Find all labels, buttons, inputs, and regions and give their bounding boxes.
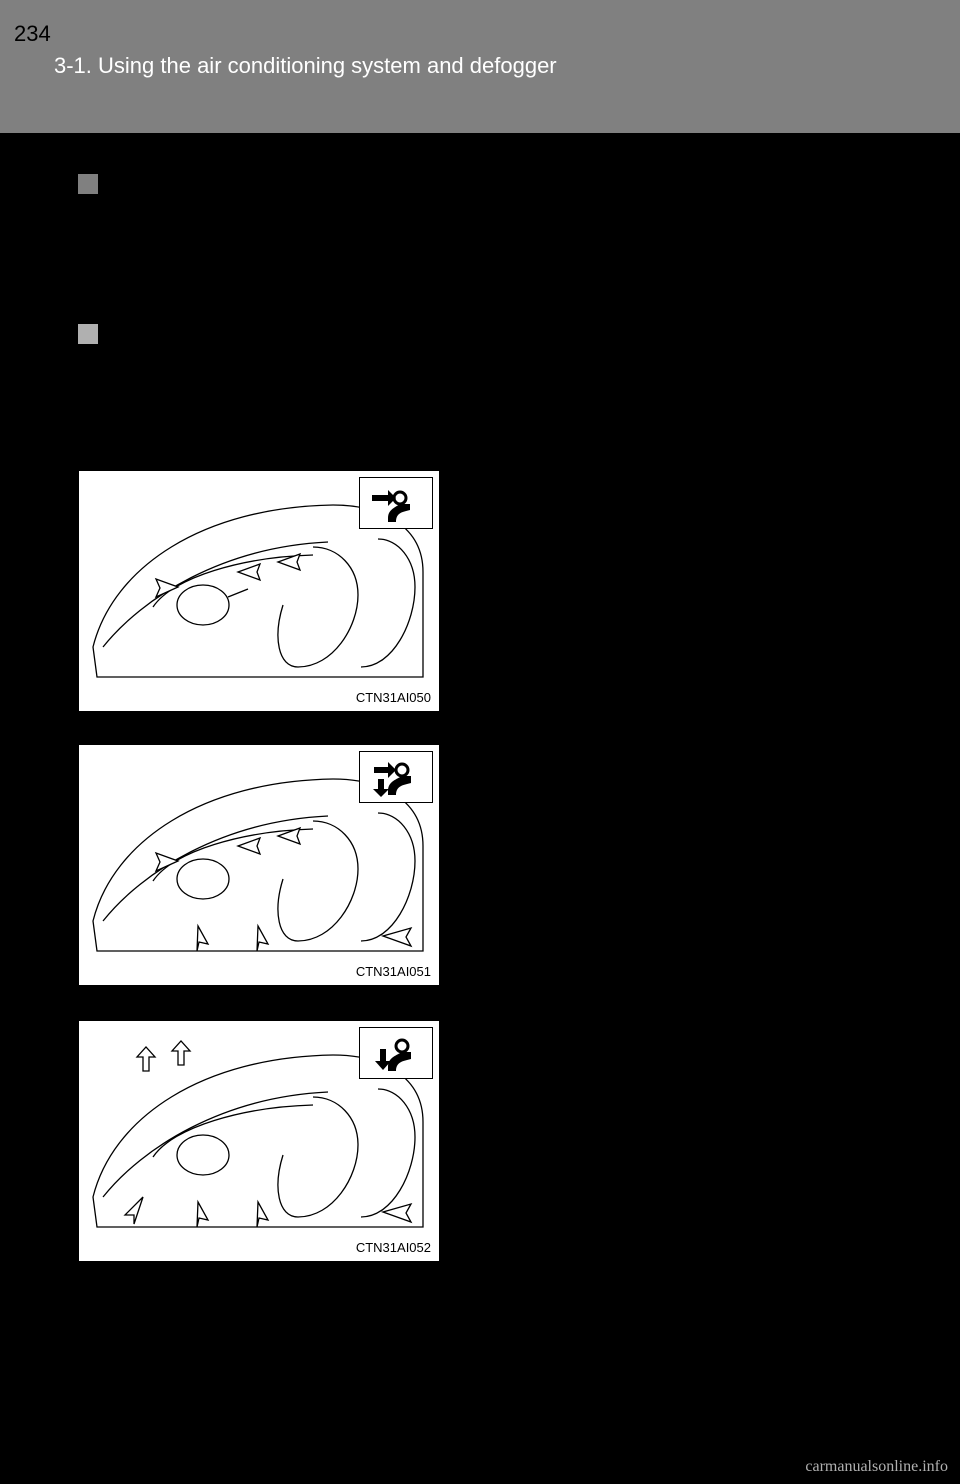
vent-feet-icon [366,1033,426,1073]
square-bullet-icon [78,324,98,344]
caption-upper-and-feet: Air flows to the upper body and feet. [465,744,768,812]
vent-mode-inset [359,477,433,529]
section-title: 3-1. Using the air conditioning system a… [54,53,557,79]
vent-mode-inset [359,751,433,803]
subheading-temperature: Adjusting the temperature setting [110,207,462,233]
vent-mode-inset [359,1027,433,1079]
caption-feet: Air flows to the feet. [465,1020,658,1054]
page-number: 234 [14,21,51,47]
manual-page: 234 3-1. Using the air conditioning syst… [0,0,960,1484]
body-press-button: Press the air flow control button. [110,357,424,391]
heading-changing-outlets: Changing the air outlets [108,321,360,347]
figure-upper-body: CTN31AI050 [78,470,440,712]
body-temperature: Turn the temperature control dial clockw… [110,244,900,312]
figure-code: CTN31AI052 [356,1240,431,1255]
caption-upper-body: Air flows to the upper body. [465,470,730,504]
vent-upper-feet-icon [366,757,426,797]
body-outlets-switched: The air outlets used are switched each t… [110,394,900,462]
watermark: carmanualsonline.info [805,1458,948,1476]
figure-feet: CTN31AI052 [78,1020,440,1262]
figure-upper-and-feet: CTN31AI051 [78,744,440,986]
heading-adjusting-settings: Adjusting the settings manually [108,171,440,197]
header-band: 234 3-1. Using the air conditioning syst… [0,0,960,133]
figure-code: CTN31AI051 [356,964,431,979]
figure-code: CTN31AI050 [356,690,431,705]
square-bullet-icon [78,174,98,194]
vent-upper-icon [366,483,426,523]
